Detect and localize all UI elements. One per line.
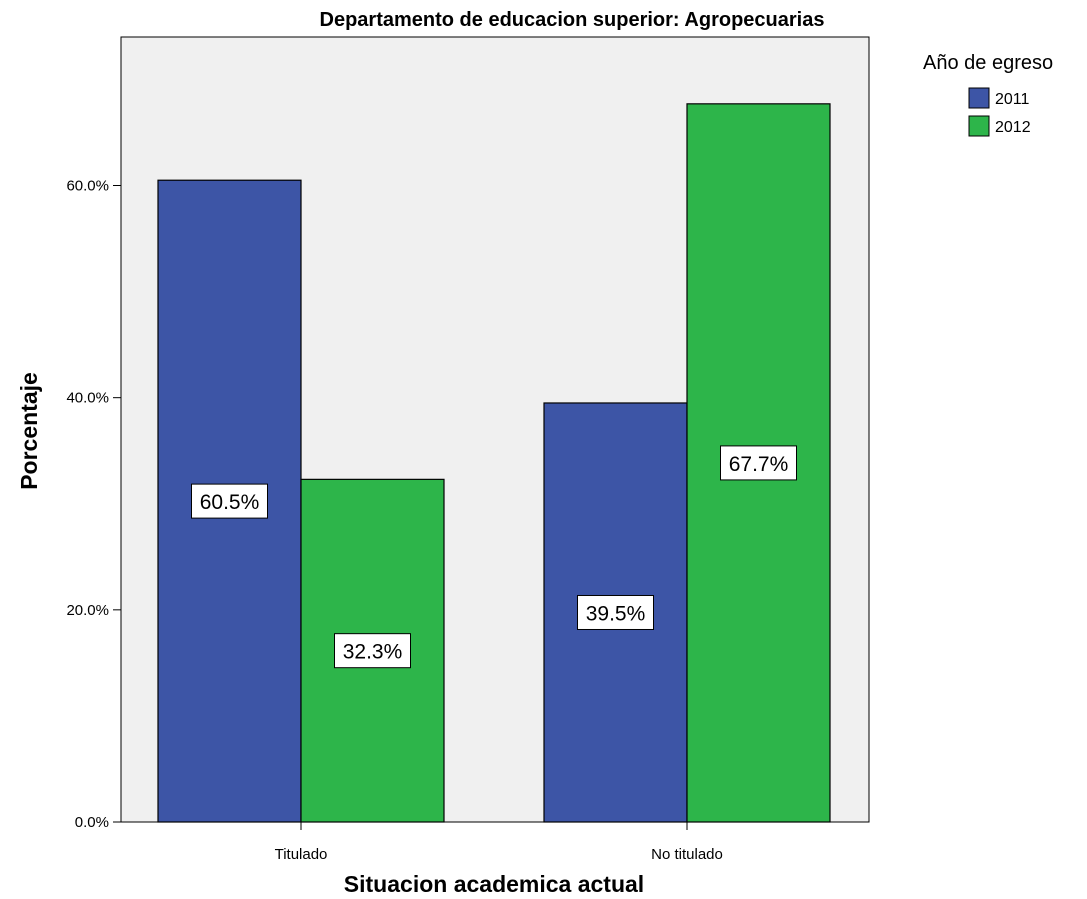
legend-label-2012: 2012	[995, 119, 1031, 136]
y-tick-label: 60.0%	[66, 178, 109, 195]
legend-title: Año de egreso	[923, 52, 1053, 74]
legend-swatch-2012	[968, 115, 990, 137]
data-label: 32.3%	[343, 641, 403, 664]
y-tick-label: 0.0%	[75, 814, 109, 831]
y-axis: 0.0% 20.0% 40.0% 60.0%	[66, 178, 121, 831]
chart-title: Departamento de educacion superior: Agro…	[320, 9, 825, 31]
x-axis-title: Situacion academica actual	[344, 871, 644, 897]
y-tick-label: 20.0%	[66, 602, 109, 619]
x-tick-label: Titulado	[275, 846, 328, 863]
y-axis-title: Porcentaje	[16, 372, 42, 490]
data-label-box	[191, 483, 268, 519]
data-label: 39.5%	[586, 602, 646, 625]
x-tick-label: No titulado	[651, 846, 723, 863]
data-label-box	[577, 594, 654, 630]
data-labels-group: 60.5% 32.3% 39.5% 67.7%	[191, 445, 797, 669]
data-label: 60.5%	[200, 491, 260, 514]
legend-label-2011: 2011	[995, 91, 1030, 108]
legend-swatch-2011	[968, 87, 990, 109]
data-label: 67.7%	[729, 453, 789, 476]
data-label-box	[334, 633, 411, 669]
data-label-box	[720, 445, 797, 481]
x-axis: Titulado No titulado	[275, 822, 723, 863]
y-tick-label: 40.0%	[66, 390, 109, 407]
legend: Año de egreso 2011 2012	[923, 52, 1053, 137]
